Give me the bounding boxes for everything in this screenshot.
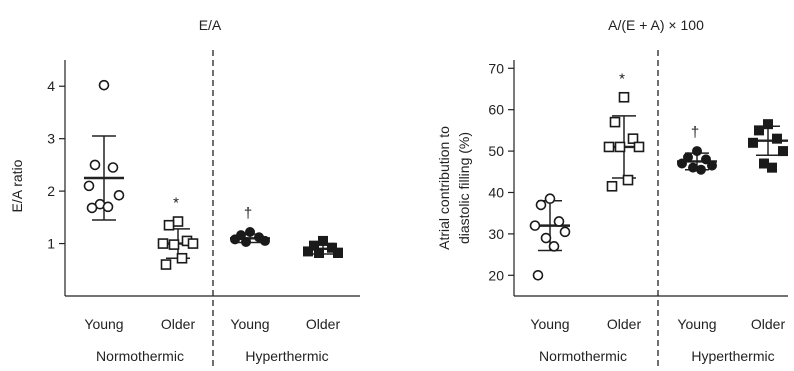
data-point (772, 133, 782, 144)
data-point (559, 226, 571, 238)
data-point (622, 174, 634, 186)
data-point (327, 242, 337, 253)
y-tick-label: 20 (488, 267, 504, 283)
data-point (553, 216, 565, 227)
y-tick-label: 4 (47, 78, 55, 94)
significance-marker: † (244, 205, 252, 222)
x-tick-label: Older (306, 316, 341, 332)
group-label: Normothermic (539, 348, 627, 364)
data-point (609, 116, 621, 128)
data-point (163, 219, 175, 231)
data-point (176, 252, 188, 264)
data-point (260, 235, 270, 246)
data-point (529, 220, 541, 231)
data-point (98, 79, 110, 91)
data-point (701, 154, 711, 165)
data-point (767, 162, 777, 173)
data-point (535, 199, 547, 211)
data-point (107, 162, 119, 173)
y-tick-label: 70 (488, 60, 504, 76)
x-tick-label: Older (751, 316, 786, 332)
data-point (683, 152, 693, 163)
data-point (540, 232, 552, 244)
panel-title: E/A (199, 17, 222, 33)
panel-title: A/(E + A) × 100 (608, 17, 704, 33)
data-point (778, 146, 788, 157)
y-tick-label: 2 (47, 183, 55, 199)
data-point (633, 141, 645, 153)
data-point (707, 160, 717, 171)
data-point (603, 141, 615, 153)
y-axis-label-line-2: diastolic filling (%) (456, 132, 472, 244)
group-label: Hyperthermic (245, 348, 328, 364)
y-axis-label-line-1: Atrial contribution to (436, 126, 452, 250)
data-point (763, 119, 773, 130)
data-point (677, 158, 687, 169)
data-point (102, 201, 114, 213)
x-tick-label: Older (161, 316, 196, 332)
data-point (318, 235, 328, 246)
significance-marker: † (691, 124, 699, 141)
data-point (168, 239, 180, 250)
panel-atrial: A/(E + A) × 100 Atrial contribution to d… (436, 17, 788, 370)
x-tick-label: Young (530, 316, 569, 332)
data-point (160, 259, 172, 270)
data-point (230, 234, 240, 245)
data-point (692, 146, 702, 157)
data-point (748, 137, 758, 148)
data-point (618, 91, 630, 103)
data-point (187, 238, 199, 249)
data-point (614, 141, 626, 153)
y-tick-label: 1 (47, 236, 55, 252)
data-point (86, 202, 98, 214)
y-tick-label: 40 (488, 184, 504, 200)
data-point (157, 238, 169, 249)
data-point (113, 190, 125, 201)
y-tick-label: 3 (47, 131, 55, 147)
significance-marker: * (173, 195, 179, 212)
x-tick-label: Young (677, 316, 716, 332)
x-tick-label: Older (607, 316, 642, 332)
group-label: Hyperthermic (691, 348, 774, 364)
data-point (627, 133, 639, 144)
group-label: Normothermic (96, 348, 184, 364)
data-point (314, 247, 324, 258)
data-point (333, 247, 343, 258)
data-point (696, 164, 706, 175)
y-tick-label: 60 (488, 102, 504, 118)
data-point (532, 269, 544, 281)
y-axis-label: E/A ratio (9, 159, 25, 212)
x-tick-label: Young (230, 316, 269, 332)
data-point (241, 236, 251, 247)
data-point (544, 193, 556, 205)
data-point (548, 241, 560, 252)
y-tick-label: 30 (488, 226, 504, 242)
data-point (172, 216, 184, 227)
data-point (89, 159, 101, 171)
data-point (303, 246, 313, 257)
data-point (606, 180, 618, 192)
data-point (83, 180, 95, 192)
x-tick-label: Young (84, 316, 123, 332)
significance-marker: * (619, 70, 625, 87)
data-point (245, 227, 255, 238)
data-point (754, 125, 764, 136)
y-tick-label: 50 (488, 143, 504, 159)
